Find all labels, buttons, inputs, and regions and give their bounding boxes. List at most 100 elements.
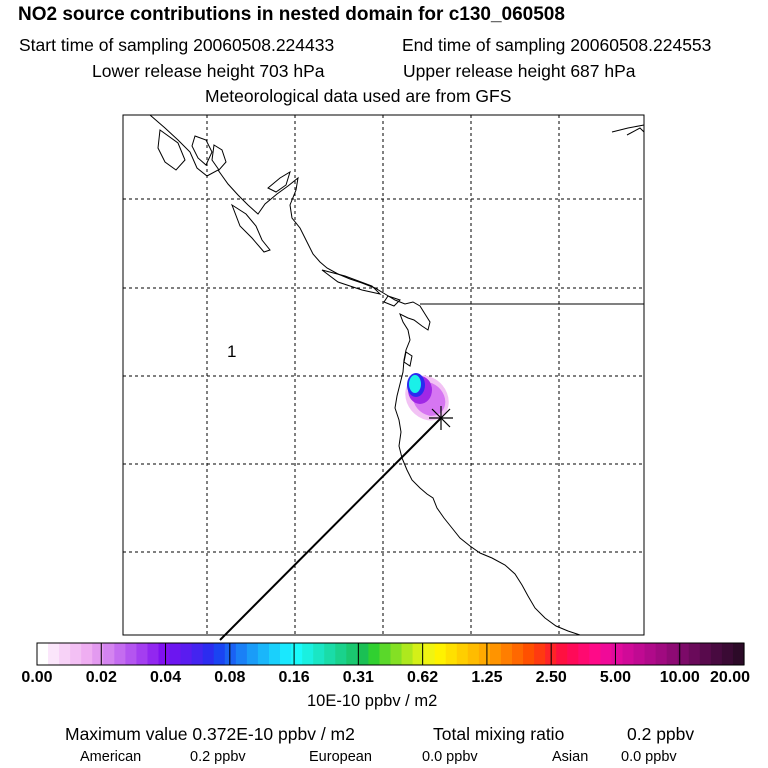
colorbar-cell [213, 643, 226, 665]
colorbar-cell [147, 643, 160, 665]
colorbar-cell [578, 643, 590, 665]
colorbar-cell [235, 643, 248, 665]
colorbar-cell [644, 643, 657, 665]
colorbar-cell [280, 643, 292, 665]
colorbar-tick-label: 20.00 [709, 669, 751, 686]
colorbar-cell [677, 643, 690, 665]
american-label: American [80, 749, 142, 765]
colorbar-cell [191, 643, 204, 665]
colorbar-cell [158, 643, 171, 665]
colorbar-cell [523, 643, 535, 665]
upper-release-height-text: Upper release height 687 hPa [403, 61, 636, 81]
colorbar-cell [313, 643, 325, 665]
colorbar-cell [721, 643, 734, 665]
colorbar-cell [456, 643, 469, 665]
concentration-plume [405, 373, 449, 421]
colorbar-cell [390, 643, 403, 665]
colorbar-cell [246, 643, 259, 665]
colorbar-cell [335, 643, 347, 665]
lower-release-height-text: Lower release height 703 hPa [92, 61, 325, 81]
colorbar-cell [688, 643, 701, 665]
colorbar-cell [368, 643, 381, 665]
colorbar-cell [202, 643, 215, 665]
plot-title: NO2 source contributions in nested domai… [18, 4, 565, 25]
total-mixing-ratio-label: Total mixing ratio [433, 724, 565, 744]
colorbar-cell [114, 643, 126, 665]
european-label: European [309, 749, 372, 765]
colorbar-cell [567, 643, 579, 665]
end-time-text: End time of sampling 20060508.224553 [402, 35, 712, 55]
colorbar-cell [423, 643, 436, 665]
colorbar-frame [36, 642, 745, 666]
colorbar-cell [489, 643, 502, 665]
colorbar-cell [710, 643, 723, 665]
european-value: 0.0 ppbv [422, 749, 478, 765]
colorbar-cell [169, 643, 182, 665]
asian-label: Asian [552, 749, 589, 765]
colorbar-tick-label: 10.00 [659, 669, 700, 686]
colorbar-tick-label: 0.16 [278, 669, 310, 686]
colorbar-cell [600, 643, 613, 665]
release-point-asterisk [429, 406, 453, 430]
colorbar-cell [500, 643, 513, 665]
colorbar-cell [534, 643, 546, 665]
colorbar-cell [379, 643, 392, 665]
colorbar-cell [666, 643, 679, 665]
colorbar-tick-label: 0.02 [85, 669, 117, 686]
colorbar-cell [412, 643, 425, 665]
american-value: 0.2 ppbv [190, 749, 246, 765]
colorbar-cell [512, 643, 524, 665]
colorbar-cell [59, 643, 71, 665]
flight-track [219, 417, 442, 641]
region-label: 1 [227, 342, 236, 361]
colorbar-cell [324, 643, 336, 665]
colorbar-tick-label: 0.04 [149, 669, 182, 686]
colorbar-cell [357, 643, 370, 665]
asian-value: 0.0 ppbv [621, 749, 677, 765]
colorbar-cell [48, 643, 60, 665]
coastline [149, 115, 644, 635]
meteorological-data-note: Meteorological data used are from GFS [205, 86, 512, 106]
colorbar-cell [37, 643, 49, 665]
colorbar-cell [445, 643, 458, 665]
colorbar-cell [401, 643, 414, 665]
maximum-value-text: Maximum value 0.372E-10 ppbv / m2 [65, 724, 355, 744]
colorbar-cell [699, 643, 712, 665]
colorbar-cell [180, 643, 193, 665]
colorbar-cell [291, 643, 303, 665]
colorbar-units: 10E-10 ppbv / m2 [307, 692, 438, 710]
colorbar-cell [81, 643, 93, 665]
colorbar-tick-label: 0.31 [342, 669, 374, 686]
colorbar-cell [125, 643, 138, 665]
colorbar-cell [478, 643, 491, 665]
colorbar-cell [622, 643, 635, 665]
colorbar-tick-label: 0.62 [407, 669, 439, 686]
colorbar-cell [268, 643, 281, 665]
colorbar-tick-label: 0.00 [21, 669, 53, 686]
colorbar-cell [346, 643, 358, 665]
colorbar-cell [467, 643, 480, 665]
colorbar [37, 643, 745, 665]
colorbar-cell [136, 643, 149, 665]
start-time-text: Start time of sampling 20060508.224433 [19, 35, 335, 55]
lat-lon-gridlines [123, 115, 644, 635]
colorbar-cell [257, 643, 270, 665]
colorbar-tick-label: 2.50 [535, 669, 567, 686]
colorbar-tick-label: 0.08 [214, 669, 246, 686]
colorbar-cell [655, 643, 668, 665]
colorbar-cell [556, 643, 568, 665]
colorbar-cell [589, 643, 601, 665]
colorbar-cell [302, 643, 314, 665]
colorbar-tick-label: 5.00 [599, 669, 632, 686]
total-mixing-ratio-value: 0.2 ppbv [627, 724, 695, 744]
colorbar-cell [611, 643, 624, 665]
colorbar-cell [92, 643, 104, 665]
colorbar-cell [633, 643, 646, 665]
colorbar-tick-label: 1.25 [471, 669, 503, 686]
colorbar-cell [732, 643, 745, 665]
colorbar-cell [70, 643, 82, 665]
colorbar-cell [224, 643, 237, 665]
colorbar-cell [434, 643, 447, 665]
colorbar-cell [103, 643, 115, 665]
